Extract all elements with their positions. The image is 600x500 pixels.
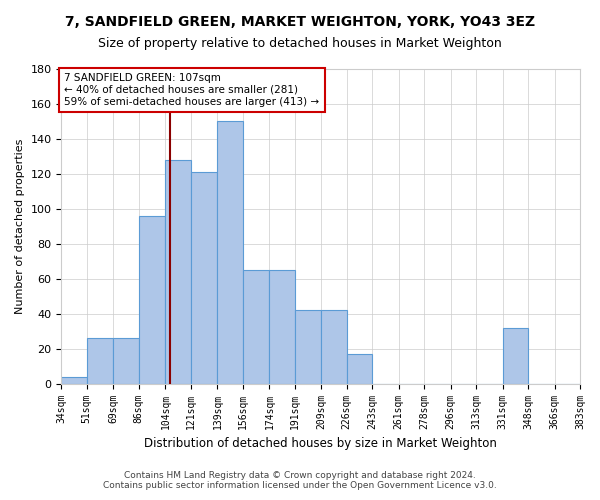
Bar (269, 270, 295, 384)
Bar (217, 122, 242, 384)
Y-axis label: Number of detached properties: Number of detached properties (15, 138, 25, 314)
Text: Contains HM Land Registry data © Crown copyright and database right 2024.
Contai: Contains HM Land Registry data © Crown c… (103, 470, 497, 490)
Text: Size of property relative to detached houses in Market Weighton: Size of property relative to detached ho… (98, 38, 502, 51)
Bar (61, 376, 86, 384)
Bar (503, 328, 528, 384)
Bar (322, 310, 347, 384)
Bar (113, 338, 139, 384)
Bar (347, 354, 372, 384)
Bar (139, 216, 166, 384)
Text: 7, SANDFIELD GREEN, MARKET WEIGHTON, YORK, YO43 3EZ: 7, SANDFIELD GREEN, MARKET WEIGHTON, YOR… (65, 15, 535, 29)
Bar (191, 172, 217, 384)
Bar (86, 338, 113, 384)
X-axis label: Distribution of detached houses by size in Market Weighton: Distribution of detached houses by size … (144, 437, 497, 450)
Text: 7 SANDFIELD GREEN: 107sqm
← 40% of detached houses are smaller (281)
59% of semi: 7 SANDFIELD GREEN: 107sqm ← 40% of detac… (64, 74, 319, 106)
Bar (295, 310, 322, 384)
Bar (242, 270, 269, 384)
Bar (166, 160, 191, 384)
